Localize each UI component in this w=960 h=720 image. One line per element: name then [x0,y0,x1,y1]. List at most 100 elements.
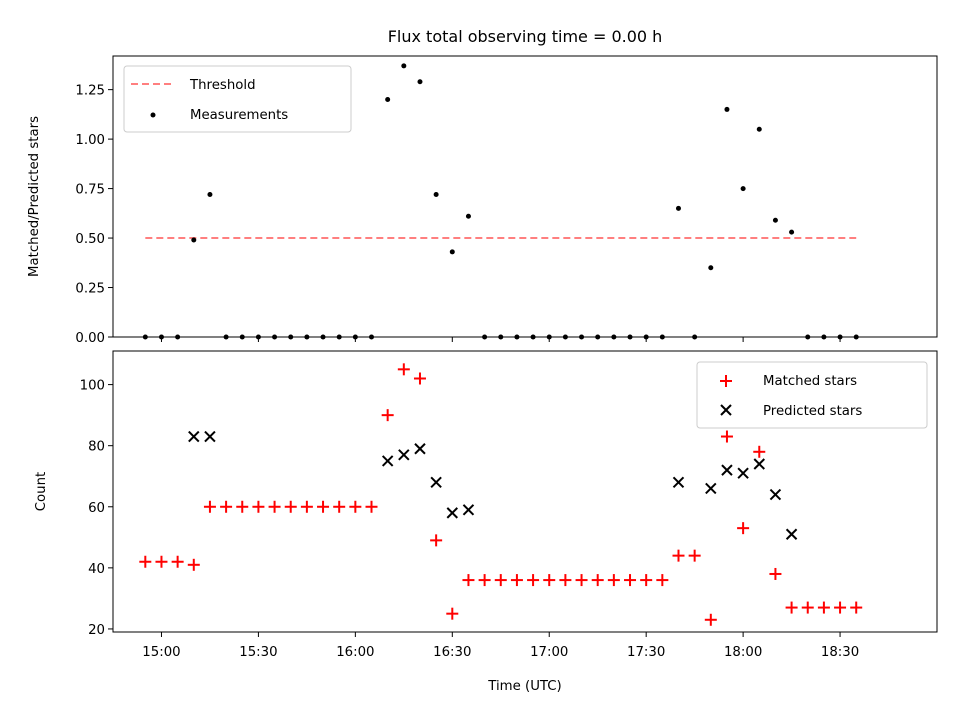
measurement-point [772,217,778,223]
predicted-star-marker-b [446,507,459,519]
matched-star-marker [640,574,653,587]
x-tick-label: 18:30 [821,645,859,660]
measurement-point [449,249,455,255]
matched-star-marker [494,574,507,587]
bottom-y-tick-label: 100 [80,379,105,394]
matched-star-marker [381,409,394,422]
measurement-point [401,63,407,69]
predicted-star-marker [705,482,717,495]
top-y-tick-label: 0.75 [75,183,105,198]
predicted-stars-points [188,430,798,540]
matched-star-marker [284,500,297,513]
matched-star-marker [624,574,637,587]
predicted-star-marker [785,528,798,540]
x-axis-label: Time (UTC) [487,679,562,694]
predicted-star-marker [430,476,442,489]
x-tick-label: 16:00 [336,645,374,660]
bottom-y-tick-label: 80 [88,440,105,455]
matched-star-marker [252,500,265,513]
predicted-star-marker [414,443,426,455]
matched-star-marker [333,500,346,513]
predicted-star-marker-b [204,430,216,443]
measurement-point [724,106,730,112]
predicted-star-marker-b [785,528,798,540]
matched-star-marker [300,500,313,513]
top-subplot: Flux total observing time = 0.00 h 0.00 0… [27,27,938,346]
matched-star-marker [591,574,604,587]
top-y-ticks: 0.00 0.25 0.50 0.75 1.00 1.25 [75,84,113,346]
bottom-y-ticks: 20 40 60 80 100 [80,379,113,638]
measurement-point [417,79,423,85]
matched-star-marker [462,574,475,587]
measurement-point [708,265,714,271]
top-axes-frame [112,55,938,338]
bottom-y-tick-label: 20 [88,623,105,638]
matched-star-marker [478,574,491,587]
top-plot-title: Flux total observing time = 0.00 h [388,27,663,46]
matched-star-marker [850,601,863,614]
matched-star-marker [430,534,443,547]
matched-star-marker [220,500,233,513]
matched-star-marker [656,574,669,587]
x-tick-label: 18:00 [724,645,762,660]
predicted-star-marker [188,430,200,443]
matched-star-marker [607,574,620,587]
matched-star-marker [349,500,362,513]
matched-star-marker [737,522,750,535]
predicted-star-marker [737,467,749,479]
predicted-star-marker [381,455,394,467]
matched-star-marker [559,574,572,587]
measurement-points [142,63,859,340]
matched-star-marker [397,363,410,376]
x-tick-label: 16:30 [433,645,471,660]
legend-predicted-swatch [720,404,732,416]
predicted-star-marker [204,430,216,443]
predicted-star-marker [769,488,782,501]
measurement-point [789,229,795,235]
matched-star-marker [720,430,733,443]
measurement-point [207,192,213,198]
matched-star-marker [834,601,847,614]
matched-star-marker [688,549,701,562]
x-tick-label: 15:00 [142,645,180,660]
matched-star-marker [704,613,717,626]
matched-star-marker [365,500,378,513]
measurement-point [756,126,762,132]
bottom-legend: Matched stars Predicted stars [696,361,928,429]
matched-star-marker [171,555,184,568]
matched-star-marker [817,601,830,614]
matched-star-marker [203,500,216,513]
top-y-tick-label: 0.25 [75,282,105,297]
legend-threshold-label: Threshold [189,78,256,93]
bottom-y-axis-label: Count [34,472,49,512]
matched-star-marker [317,500,330,513]
legend-matched-label: Matched stars [763,374,857,389]
matched-star-marker [672,549,685,562]
matched-star-marker [510,574,523,587]
predicted-star-marker-b [188,430,200,443]
matched-star-marker [785,601,798,614]
bottom-legend-box [696,361,928,429]
top-y-tick-label: 0.00 [75,331,105,346]
matched-star-marker [236,500,249,513]
predicted-star-marker-b [753,458,765,470]
measurement-point [433,192,439,198]
matched-star-marker [527,574,540,587]
bottom-axes-frame [112,350,938,633]
predicted-star-marker-b [462,504,475,516]
top-y-tick-label: 1.00 [75,133,105,148]
bottom-x-ticks: 15:00 15:30 16:00 16:30 17:00 17:30 18:00 18:30 [142,632,859,660]
matched-star-marker [413,372,426,385]
predicted-star-marker-b [721,464,733,476]
x-tick-label: 17:00 [530,645,568,660]
matched-star-marker [268,500,281,513]
predicted-star-marker-b [769,488,782,501]
measurement-point [191,237,197,243]
legend-measurements-label: Measurements [190,108,288,123]
top-legend-box [123,65,352,133]
matched-star-marker [543,574,556,587]
measurement-point [740,186,746,192]
top-legend: Threshold Measurements [123,65,352,133]
predicted-star-marker [672,476,685,489]
